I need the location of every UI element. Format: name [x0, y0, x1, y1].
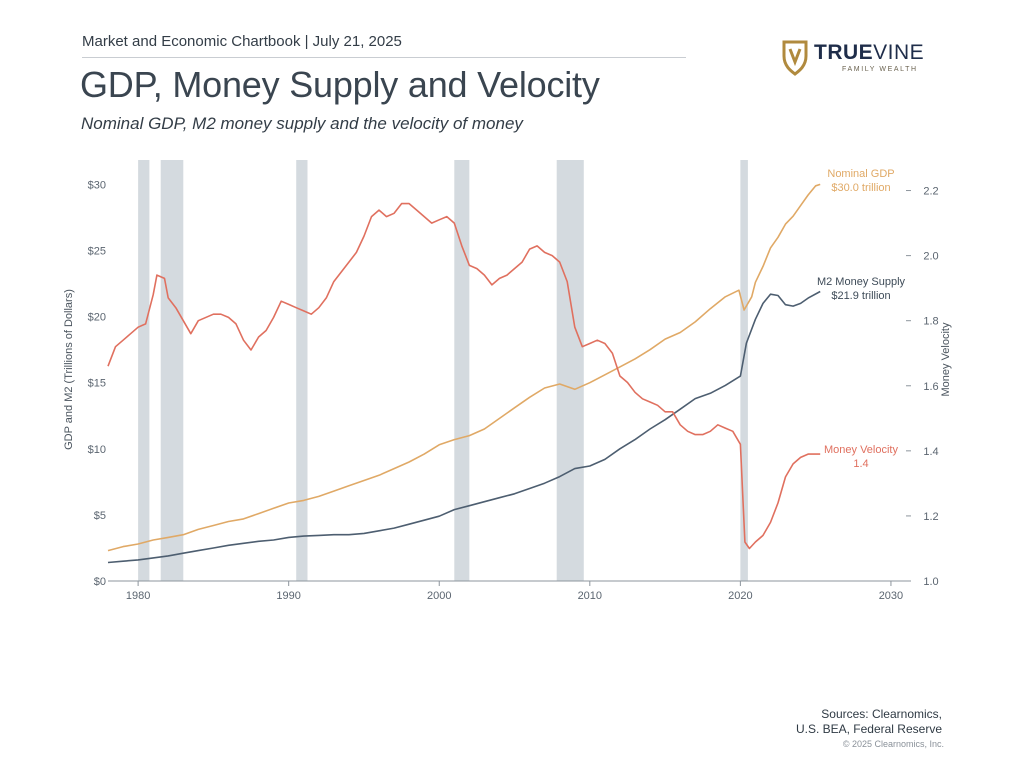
source-note: Sources: Clearnomics, U.S. BEA, Federal … [796, 707, 942, 737]
source-line-2: U.S. BEA, Federal Reserve [795, 722, 942, 736]
y-left-tick-label-6: $30 [88, 179, 106, 191]
x-tick-label-2020: 2020 [728, 590, 752, 602]
recession-bands [138, 160, 748, 581]
nominal-gdp-label: Nominal GDP [827, 168, 894, 180]
y-right-tick-label-3: 1.6 [923, 381, 938, 393]
header-divider [82, 57, 686, 58]
gdp-money-velocity-chart: 1980 1990 2000 2010 2020 2030 $0 $5 $10 $15 $20 $25… [63, 160, 952, 602]
y-left-tick-label-3: $15 [88, 378, 106, 390]
series-labels: Nominal GDP $30.0 trillion M2 Money Supply… [817, 168, 906, 470]
logo-wordmark: TRUEVINE [814, 41, 924, 65]
y-right-tick-label-5: 2.0 [923, 251, 938, 263]
y-right-tick-label-0: 1.0 [923, 576, 938, 588]
page-subtitle: Nominal GDP, M2 money supply and the vel… [81, 114, 523, 133]
recession-band-0 [138, 160, 150, 581]
y-right-tick-label-1: 1.2 [923, 511, 938, 523]
money-velocity-line [107, 202, 821, 550]
recession-band-3 [454, 160, 470, 581]
series-lines [107, 183, 821, 564]
x-tick-label-1990: 1990 [276, 590, 300, 602]
y-right-tick-label-2: 1.4 [923, 446, 938, 458]
x-tick-label-2030: 2030 [879, 590, 903, 602]
m2-money-supply-line [107, 290, 821, 564]
shield-logo-icon [782, 40, 808, 76]
page-title: GDP, Money Supply and Velocity [80, 64, 600, 105]
y-right-tick-label-4: 1.8 [923, 316, 938, 328]
recession-band-4 [556, 160, 584, 581]
money-velocity-label: Money Velocity [824, 444, 898, 456]
y-right-tick-label-6: 2.2 [923, 186, 938, 198]
y-right-axis-label: Money Velocity [940, 322, 952, 396]
money-velocity-value-label: 1.4 [853, 458, 868, 470]
truevine-logo: TRUEVINE FAMILY WEALTH [782, 40, 942, 78]
logo-wordmark-bold: TRUE [814, 41, 874, 64]
y-left-tick-label-4: $20 [88, 312, 106, 324]
nominal-gdp-line [107, 183, 821, 552]
m2-money-supply-value-label: $21.9 trillion [831, 290, 890, 302]
y-left-tick-label-2: $10 [88, 444, 106, 456]
y-left-tick-label-1: $5 [94, 510, 106, 522]
chart-axes: 1980 1990 2000 2010 2020 2030 $0 $5 $10 $15 $20 $25… [63, 179, 952, 602]
y-left-tick-label-5: $25 [88, 246, 106, 258]
nominal-gdp-value-label: $30.0 trillion [831, 182, 890, 194]
recession-band-1 [160, 160, 184, 581]
logo-wordmark-rest: VINE [873, 41, 925, 64]
source-line-1: Sources: Clearnomics, [821, 707, 942, 721]
y-left-tick-label-0: $0 [94, 576, 106, 588]
logo-tagline: FAMILY WEALTH [842, 66, 918, 73]
x-tick-label-2000: 2000 [427, 590, 451, 602]
m2-money-supply-label: M2 Money Supply [817, 276, 906, 288]
x-tick-label-1980: 1980 [126, 590, 150, 602]
copyright: © 2025 Clearnomics, Inc. [842, 739, 944, 749]
recession-band-2 [296, 160, 308, 581]
chartbook-header: Market and Economic Chartbook | July 21,… [82, 33, 402, 50]
recession-band-5 [740, 160, 748, 581]
y-left-axis-label: GDP and M2 (Trillions of Dollars) [63, 289, 75, 450]
x-tick-label-2010: 2010 [578, 590, 602, 602]
